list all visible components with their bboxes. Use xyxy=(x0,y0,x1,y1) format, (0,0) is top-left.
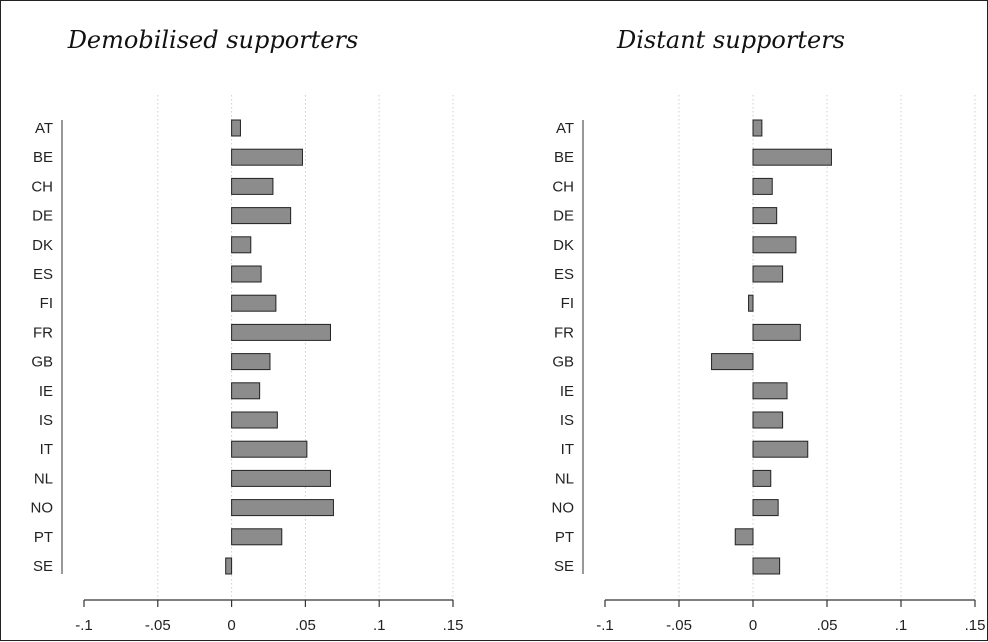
category-label-it: IT xyxy=(40,441,53,458)
bar-de xyxy=(752,207,778,225)
category-label-be: BE xyxy=(554,149,574,166)
bar-gb xyxy=(231,353,271,371)
bar-ch xyxy=(752,177,773,195)
category-label-se: SE xyxy=(554,558,574,575)
bar-es xyxy=(752,265,784,283)
category-label-pt: PT xyxy=(555,529,574,546)
category-label-no: NO xyxy=(31,500,54,517)
bar-ch xyxy=(231,177,274,195)
bar-nl xyxy=(231,469,331,487)
bar-fr xyxy=(231,323,331,341)
category-label-fr: FR xyxy=(554,324,574,341)
bar-at xyxy=(752,119,763,137)
category-label-gb: GB xyxy=(31,354,53,371)
category-label-dk: DK xyxy=(32,237,53,254)
bar-se xyxy=(752,557,781,575)
chart-title-2: Distant supporters xyxy=(616,26,845,54)
x-tick-label: 0 xyxy=(227,617,235,634)
bar-fr xyxy=(752,323,801,341)
bar-se xyxy=(225,557,233,575)
x-tick-label: -.1 xyxy=(75,617,93,634)
bar-it xyxy=(231,440,308,458)
category-label-se: SE xyxy=(33,558,53,575)
category-label-no: NO xyxy=(552,500,575,517)
x-tick-label: -.1 xyxy=(596,617,614,634)
category-label-ie: IE xyxy=(39,383,53,400)
bar-at xyxy=(231,119,241,137)
x-tick-label: .1 xyxy=(373,617,386,634)
chart-title-1: Demobilised supporters xyxy=(67,26,359,54)
bar-fi xyxy=(748,294,754,312)
bar-no xyxy=(231,499,334,517)
category-label-at: AT xyxy=(35,120,53,137)
bar-pt xyxy=(231,528,283,546)
category-label-de: DE xyxy=(32,208,53,225)
category-label-at: AT xyxy=(556,120,574,137)
x-tick-label: -.05 xyxy=(666,617,692,634)
bar-pt xyxy=(734,528,754,546)
category-label-is: IS xyxy=(560,412,574,429)
category-label-ch: CH xyxy=(31,178,53,195)
x-tick-label: .15 xyxy=(965,617,986,634)
category-label-fi: FI xyxy=(40,295,53,312)
bar-be xyxy=(231,148,303,166)
bar-de xyxy=(231,207,292,225)
x-tick-label: 0 xyxy=(749,617,757,634)
bar-be xyxy=(752,148,832,166)
category-label-ch: CH xyxy=(552,178,574,195)
x-tick-label: .15 xyxy=(443,617,464,634)
bar-ie xyxy=(752,382,788,400)
bar-is xyxy=(231,411,278,429)
x-tick-label: .05 xyxy=(295,617,316,634)
category-label-pt: PT xyxy=(34,529,53,546)
bar-it xyxy=(752,440,809,458)
bar-gb xyxy=(711,353,754,371)
category-label-it: IT xyxy=(561,441,574,458)
bar-fi xyxy=(231,294,277,312)
bar-nl xyxy=(752,469,772,487)
category-label-nl: NL xyxy=(555,470,574,487)
category-label-dk: DK xyxy=(553,237,574,254)
category-label-fr: FR xyxy=(33,324,53,341)
bar-is xyxy=(752,411,784,429)
bar-es xyxy=(231,265,262,283)
category-label-gb: GB xyxy=(552,354,574,371)
category-label-ie: IE xyxy=(560,383,574,400)
category-label-is: IS xyxy=(39,412,53,429)
category-label-nl: NL xyxy=(34,470,53,487)
bar-no xyxy=(752,499,779,517)
category-label-es: ES xyxy=(554,266,574,283)
bar-dk xyxy=(231,236,252,254)
bar-ie xyxy=(231,382,261,400)
category-label-es: ES xyxy=(33,266,53,283)
category-label-fi: FI xyxy=(561,295,574,312)
bar-dk xyxy=(752,236,797,254)
x-tick-label: -.05 xyxy=(145,617,171,634)
x-tick-label: .1 xyxy=(895,617,908,634)
category-label-be: BE xyxy=(33,149,53,166)
category-label-de: DE xyxy=(553,208,574,225)
x-tick-label: .05 xyxy=(817,617,838,634)
